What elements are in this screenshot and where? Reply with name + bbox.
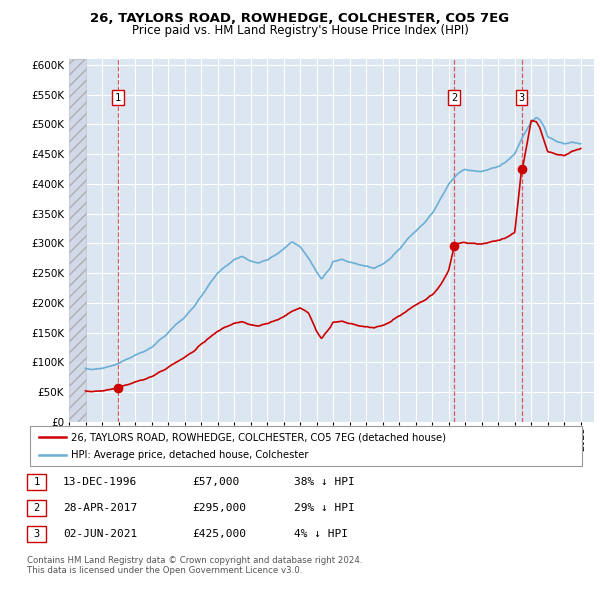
Text: 02-JUN-2021: 02-JUN-2021 [63,529,137,539]
Bar [69,59,86,422]
Text: 4% ↓ HPI: 4% ↓ HPI [294,529,348,539]
Text: 2: 2 [34,503,40,513]
Text: Contains HM Land Registry data © Crown copyright and database right 2024.
This d: Contains HM Land Registry data © Crown c… [27,556,362,575]
Text: 13-DEC-1996: 13-DEC-1996 [63,477,137,487]
Text: 1: 1 [115,93,121,103]
Text: £425,000: £425,000 [192,529,246,539]
Text: HPI: Average price, detached house, Colchester: HPI: Average price, detached house, Colc… [71,450,308,460]
Text: 1: 1 [34,477,40,487]
Text: 29% ↓ HPI: 29% ↓ HPI [294,503,355,513]
Text: £57,000: £57,000 [192,477,239,487]
Text: 3: 3 [34,529,40,539]
Text: 2: 2 [451,93,457,103]
Text: 26, TAYLORS ROAD, ROWHEDGE, COLCHESTER, CO5 7EG (detached house): 26, TAYLORS ROAD, ROWHEDGE, COLCHESTER, … [71,432,446,442]
Text: 28-APR-2017: 28-APR-2017 [63,503,137,513]
Text: 38% ↓ HPI: 38% ↓ HPI [294,477,355,487]
Text: £295,000: £295,000 [192,503,246,513]
Text: 3: 3 [518,93,525,103]
Text: Price paid vs. HM Land Registry's House Price Index (HPI): Price paid vs. HM Land Registry's House … [131,24,469,37]
Text: 26, TAYLORS ROAD, ROWHEDGE, COLCHESTER, CO5 7EG: 26, TAYLORS ROAD, ROWHEDGE, COLCHESTER, … [91,12,509,25]
